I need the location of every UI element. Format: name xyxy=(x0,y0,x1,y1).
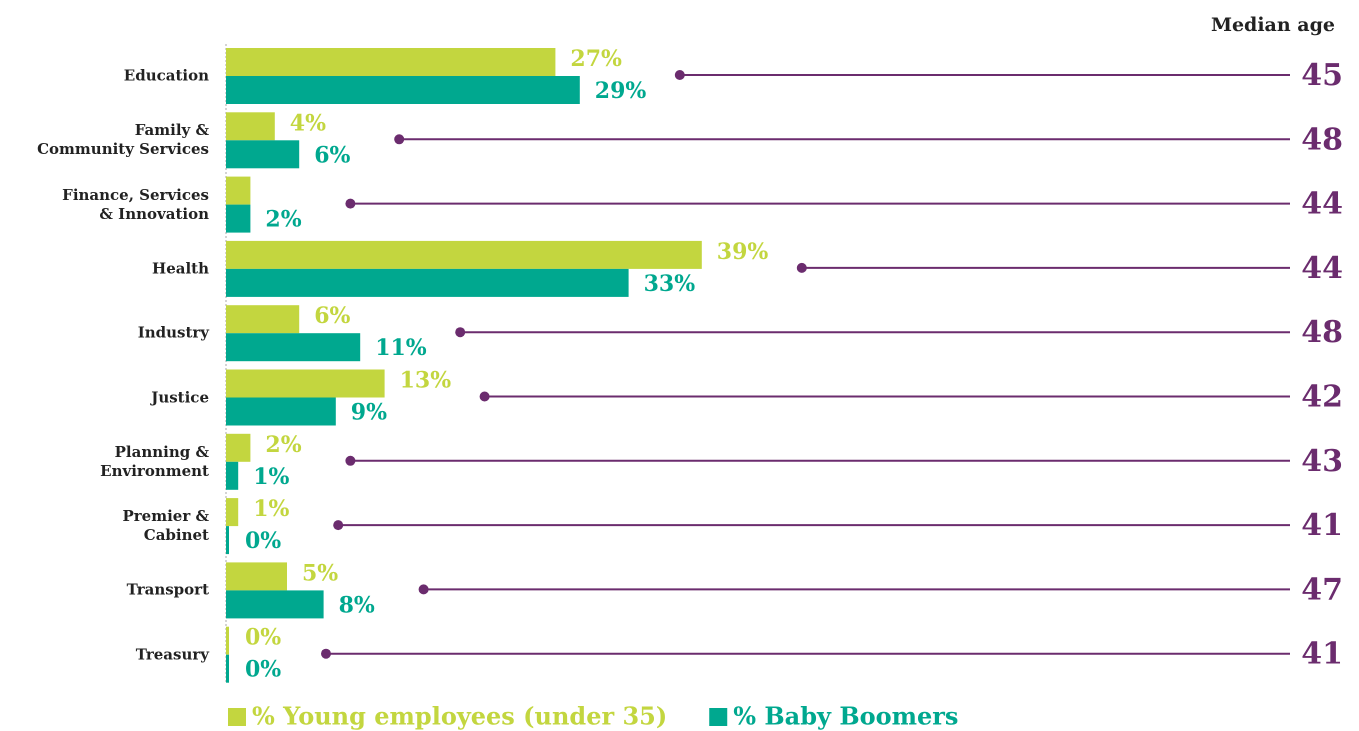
bar xyxy=(226,204,251,233)
category-label: Justice xyxy=(151,388,209,406)
bar xyxy=(226,240,702,269)
bar xyxy=(226,461,239,490)
value-label: 5% xyxy=(302,560,338,586)
legend-label: % Young employees (under 35) xyxy=(252,702,667,731)
bar xyxy=(226,48,556,76)
category-label: Planning & Environment xyxy=(100,442,209,480)
bar xyxy=(226,268,629,297)
value-label: 0% xyxy=(245,657,281,683)
median-title: Median age xyxy=(1211,14,1335,36)
value-label: 9% xyxy=(351,400,387,426)
value-label: 8% xyxy=(339,592,375,618)
value-label: 27% xyxy=(570,46,622,72)
bar xyxy=(226,654,229,683)
median-dot xyxy=(345,455,356,466)
bar xyxy=(226,333,361,362)
bar xyxy=(226,369,385,398)
value-label: 4% xyxy=(290,110,326,136)
category-label: Finance, Services & Innovation xyxy=(62,185,209,223)
bar xyxy=(226,176,251,205)
median-dot xyxy=(321,648,331,659)
bar xyxy=(226,498,239,527)
median-value: 48 xyxy=(1301,122,1343,157)
category-label: Treasury xyxy=(135,645,209,664)
median-dot xyxy=(796,262,807,273)
median-dot xyxy=(674,70,685,80)
value-label: 11% xyxy=(375,335,427,361)
bar xyxy=(226,562,287,591)
value-label: 0% xyxy=(245,528,281,554)
value-label: 2% xyxy=(265,432,301,458)
median-value: 42 xyxy=(1301,380,1343,415)
median-value: 48 xyxy=(1301,315,1343,350)
category-label: Health xyxy=(152,259,209,278)
bar xyxy=(226,526,229,555)
bar xyxy=(226,590,324,619)
value-label: 13% xyxy=(400,368,452,394)
bar xyxy=(226,140,300,169)
bar xyxy=(226,626,229,655)
category-label: Transport xyxy=(126,580,209,599)
legend-swatch xyxy=(709,708,728,726)
category-label: Premier & Cabinet xyxy=(122,507,209,545)
median-dot xyxy=(418,584,429,595)
value-label: 33% xyxy=(644,271,696,297)
median-value: 45 xyxy=(1301,58,1343,93)
median-value: 43 xyxy=(1301,444,1343,479)
bar xyxy=(226,112,275,141)
value-label: 6% xyxy=(314,142,350,168)
bar xyxy=(226,397,336,426)
median-dot xyxy=(479,391,490,402)
median-value: 47 xyxy=(1301,572,1343,607)
category-label: Family & Community Services xyxy=(37,121,209,159)
value-label: 6% xyxy=(314,303,350,329)
value-label: 29% xyxy=(595,78,647,104)
value-label: 1% xyxy=(253,464,289,490)
median-value: 41 xyxy=(1301,637,1343,672)
median-dot xyxy=(345,198,356,209)
value-label: 39% xyxy=(717,239,769,265)
bar xyxy=(226,305,300,334)
bar xyxy=(226,433,251,462)
median-value: 41 xyxy=(1301,508,1343,543)
legend-swatch xyxy=(228,708,246,726)
legend-label: % Baby Boomers xyxy=(733,702,958,731)
category-label: Industry xyxy=(137,323,209,342)
median-dot xyxy=(394,134,405,145)
category-label: Education xyxy=(123,66,209,85)
median-dot xyxy=(333,520,344,531)
median-dot xyxy=(455,327,466,338)
median-value: 44 xyxy=(1301,187,1343,222)
bar xyxy=(226,76,580,104)
value-label: 2% xyxy=(265,207,301,233)
median-value: 44 xyxy=(1301,251,1343,286)
value-label: 1% xyxy=(253,496,289,522)
value-label: 0% xyxy=(245,625,281,651)
